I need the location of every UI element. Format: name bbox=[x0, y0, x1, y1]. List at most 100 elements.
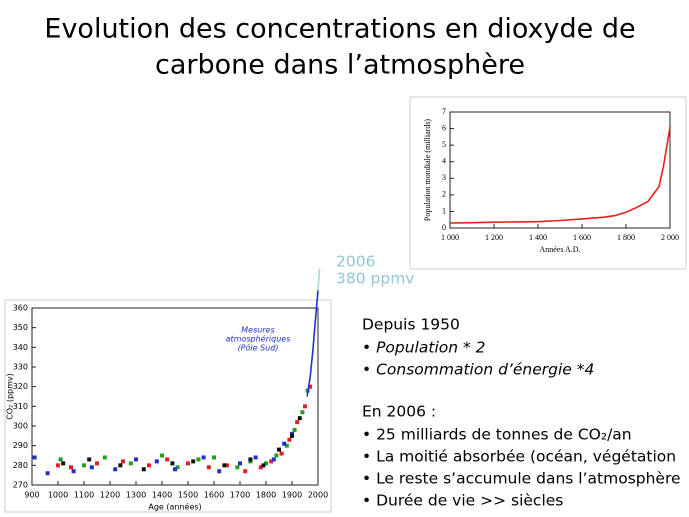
annotation: atmosphériques bbox=[226, 334, 291, 344]
y-axis-label: CO₂ (ppmv) bbox=[6, 373, 15, 420]
x-tick-label: 1200 bbox=[100, 491, 120, 500]
x-tick-label: 1 800 bbox=[617, 233, 635, 242]
data-point bbox=[235, 465, 240, 470]
y-tick-label: 0 bbox=[442, 223, 446, 232]
data-point bbox=[258, 465, 263, 470]
data-point bbox=[147, 463, 151, 468]
annotation: (Pôle Sud) bbox=[238, 343, 279, 353]
data-point bbox=[196, 457, 201, 462]
y-tick-label: 7 bbox=[442, 107, 446, 116]
data-point bbox=[95, 461, 99, 466]
bullet-text: En 2006 : bbox=[362, 403, 436, 421]
x-axis-label: Années A.D. bbox=[539, 245, 580, 254]
data-point bbox=[87, 457, 92, 462]
x-tick-label: 1800 bbox=[256, 491, 276, 500]
y-tick-label: 300 bbox=[13, 422, 28, 431]
y-axis-label: Population mondiale (milliards) bbox=[423, 119, 432, 222]
data-point bbox=[274, 453, 279, 458]
data-point bbox=[170, 461, 175, 466]
data-point bbox=[118, 463, 123, 468]
y-tick-label: 340 bbox=[13, 343, 28, 352]
data-point bbox=[128, 461, 133, 466]
data-point bbox=[186, 461, 190, 466]
x-tick-label: 2 000 bbox=[661, 233, 679, 242]
callout: 2006 bbox=[336, 253, 375, 271]
data-point bbox=[300, 410, 305, 415]
data-point bbox=[206, 465, 211, 470]
x-tick-label: 2000 bbox=[308, 491, 328, 500]
x-axis-label: Age (années) bbox=[148, 502, 201, 512]
data-point bbox=[61, 461, 66, 466]
data-point bbox=[264, 461, 268, 466]
data-point bbox=[154, 459, 159, 464]
data-point bbox=[56, 463, 60, 468]
data-point bbox=[290, 433, 294, 438]
data-point bbox=[284, 443, 289, 448]
data-point bbox=[295, 420, 300, 425]
bullet-text: • Le reste s’accumule dans l’atmosphère bbox=[362, 470, 681, 488]
data-point bbox=[248, 457, 253, 462]
data-point bbox=[121, 459, 125, 464]
data-point bbox=[58, 457, 63, 462]
data-point bbox=[303, 404, 307, 409]
data-point bbox=[175, 465, 180, 470]
data-point bbox=[71, 469, 76, 474]
x-tick-label: 1 000 bbox=[441, 233, 459, 242]
data-point bbox=[32, 455, 37, 460]
data-point bbox=[89, 465, 94, 470]
data-point bbox=[102, 455, 107, 460]
data-point bbox=[282, 441, 287, 446]
data-point bbox=[173, 467, 177, 472]
y-tick-label: 320 bbox=[13, 382, 28, 391]
x-tick-label: 1 400 bbox=[529, 233, 547, 242]
x-tick-label: 1300 bbox=[126, 491, 146, 500]
bullet-text: • La moitié absorbée (océan, végétation bbox=[362, 448, 676, 466]
x-tick-label: 1 200 bbox=[485, 233, 503, 242]
x-tick-label: 1500 bbox=[178, 491, 198, 500]
plot-area bbox=[31, 307, 319, 486]
x-tick-label: 1400 bbox=[152, 491, 172, 500]
y-tick-label: 6 bbox=[442, 123, 446, 132]
bullet-text: • Population * 2 bbox=[362, 339, 486, 357]
x-tick-label: 1 600 bbox=[573, 233, 591, 242]
data-point bbox=[160, 453, 164, 458]
y-tick-label: 350 bbox=[13, 323, 28, 332]
data-point bbox=[69, 465, 73, 470]
x-tick-label: 1100 bbox=[74, 491, 94, 500]
data-point bbox=[292, 427, 297, 432]
y-tick-label: 310 bbox=[13, 402, 28, 411]
slide-title: Evolution des concentrations en dioxyde … bbox=[44, 14, 635, 45]
x-tick-label: 1600 bbox=[204, 491, 224, 500]
bullet-text: • 25 milliards de tonnes de CO₂/an bbox=[362, 426, 632, 444]
bullet-text: Depuis 1950 bbox=[362, 316, 460, 334]
data-point bbox=[212, 455, 216, 460]
data-line bbox=[449, 126, 671, 224]
data-point bbox=[165, 457, 170, 462]
data-point bbox=[277, 447, 281, 452]
data-point bbox=[243, 469, 248, 474]
y-tick-label: 270 bbox=[13, 481, 28, 490]
y-tick-label: 4 bbox=[442, 157, 446, 166]
bullet-text: • Consommation d’énergie *4 bbox=[362, 361, 594, 379]
data-point bbox=[134, 457, 138, 462]
data-point bbox=[287, 437, 292, 442]
y-tick-label: 330 bbox=[13, 363, 28, 372]
slide-title: carbone dans l’atmosphère bbox=[155, 50, 525, 81]
data-point bbox=[225, 463, 229, 468]
data-point bbox=[253, 455, 258, 460]
data-point bbox=[113, 467, 118, 472]
x-tick-label: 1700 bbox=[230, 491, 250, 500]
callout: 380 ppmv bbox=[336, 270, 414, 288]
annotation: Mesures bbox=[241, 326, 274, 335]
data-point bbox=[141, 467, 146, 472]
data-point bbox=[269, 459, 274, 464]
y-tick-label: 280 bbox=[13, 461, 28, 470]
data-point bbox=[261, 463, 266, 468]
bullet-text: • Durée de vie >> siècles bbox=[362, 492, 563, 510]
data-point bbox=[271, 457, 276, 462]
x-tick-label: 1900 bbox=[282, 491, 302, 500]
data-point bbox=[308, 384, 313, 389]
data-point bbox=[201, 455, 206, 460]
